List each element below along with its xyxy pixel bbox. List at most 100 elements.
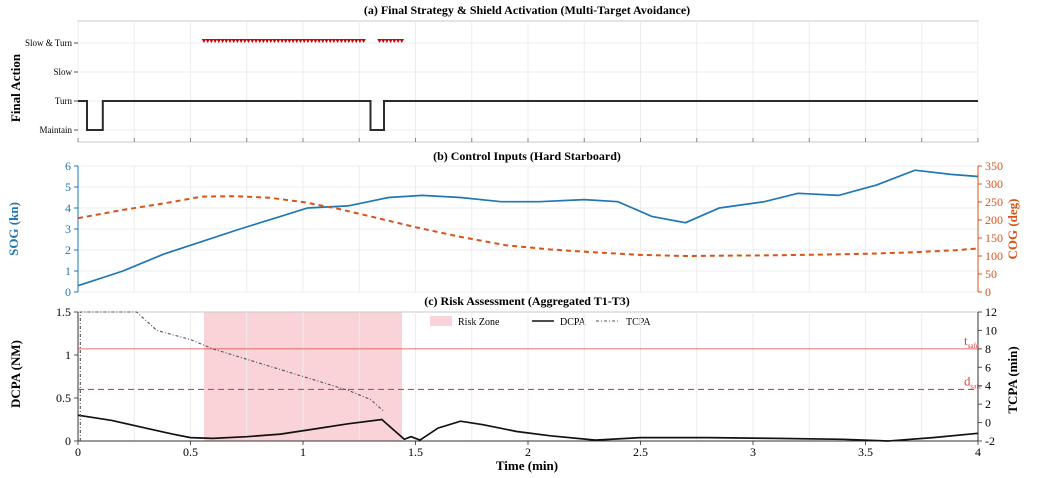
dsafe-label: dsafe: [964, 373, 982, 390]
panel-a-ytick-label: Slow & Turn: [25, 38, 73, 48]
shield-marker: [272, 39, 277, 43]
shield-marker: [231, 39, 236, 43]
shield-marker: [261, 39, 266, 43]
cog-line: [77, 195, 979, 258]
panel-b-left-ytick-label: 1: [65, 264, 71, 278]
panel-c-right-ytick-label: 8: [985, 342, 991, 356]
shield-marker: [253, 39, 259, 43]
panel-a-ytick-label: Slow: [53, 67, 72, 77]
shield-marker: [350, 39, 355, 43]
shield-marker: [283, 39, 288, 43]
panel-c-right-ytick-label: 12: [985, 305, 997, 319]
legend-risk-zone-label: Risk Zone: [458, 317, 500, 328]
shield-marker: [305, 39, 311, 43]
panel-b-right-ytick-label: 350: [985, 159, 1003, 173]
panel-b-right-ytick-label: 200: [985, 213, 1003, 227]
shield-marker: [361, 39, 366, 43]
shield-marker: [201, 39, 207, 43]
panel-c-xtick-label: 0: [75, 445, 81, 459]
tsafe-label: tsafe: [964, 333, 979, 350]
panel-a-title: (a) Final Strategy & Shield Activation (…: [364, 3, 690, 17]
panel-a-ylabel: Final Action: [8, 53, 23, 122]
shield-marker: [313, 39, 318, 43]
panel-b-left-ytick-label: 5: [65, 180, 71, 194]
shield-marker: [324, 39, 329, 43]
shield-marker: [294, 39, 299, 43]
panel-a-action-line: [78, 100, 978, 131]
dcpa-line: [77, 414, 979, 442]
panel-c-left-ytick-label: 0: [65, 434, 71, 448]
panel-c-right-ytick-label: 6: [985, 360, 991, 374]
panel-b-right-ytick-label: 150: [985, 231, 1003, 245]
shield-marker: [335, 39, 340, 43]
panel-b-left-ytick-label: 0: [65, 285, 71, 299]
shield-marker: [381, 39, 386, 43]
panel-b-left-ytick-label: 6: [65, 159, 71, 173]
shield-marker: [216, 39, 221, 43]
shield-marker: [328, 39, 333, 43]
shield-marker: [287, 39, 292, 43]
panel-c-right-ytick-label: 0: [985, 416, 991, 430]
shield-marker: [357, 39, 363, 43]
shield-marker: [250, 39, 255, 43]
shield-marker: [316, 39, 322, 43]
panel-c-left-ytick-label: 1: [65, 348, 71, 362]
panel-a-ytick-label: Maintain: [40, 125, 73, 135]
tcpa-line: [79, 311, 385, 441]
shield-marker: [276, 39, 281, 43]
panel-c: (c) Risk Assessment (Aggregated T1-T3) D…: [8, 294, 1020, 473]
panel-c-xtick-label: 3: [750, 445, 756, 459]
panel-c-xtick-label: 1: [300, 445, 306, 459]
shield-marker: [290, 39, 296, 43]
shield-marker: [309, 39, 314, 43]
panel-b-right-ytick-label: 50: [985, 267, 997, 281]
shield-marker: [220, 39, 225, 43]
sog-line: [77, 169, 979, 287]
panel-c-left-ylabel: DCPA (NM): [8, 340, 23, 408]
panel-c-left-ytick-label: 0.5: [56, 391, 71, 405]
panel-b-right-ytick-label: 300: [985, 177, 1003, 191]
shield-marker: [339, 39, 344, 43]
panel-c-xtick-label: 3.5: [858, 445, 873, 459]
shield-marker: [388, 39, 393, 43]
panel-b-right-ytick-label: 0: [985, 285, 991, 299]
panel-b-right-ylabel: COG (deg): [1005, 198, 1020, 259]
shield-marker: [227, 39, 233, 43]
shield-marker: [279, 39, 285, 43]
panel-c-title: (c) Risk Assessment (Aggregated T1-T3): [424, 294, 630, 308]
shield-marker: [395, 39, 401, 43]
panel-b-left-ytick-label: 3: [65, 222, 71, 236]
shield-marker: [242, 39, 247, 43]
panel-c-xtick-label: 4: [975, 445, 981, 459]
panel-b: (b) Control Inputs (Hard Starboard) SOG …: [6, 149, 1020, 299]
shield-marker: [302, 39, 307, 43]
legend-tcpa-label: TCPA: [626, 317, 651, 328]
shield-marker: [377, 39, 382, 43]
panel-c-right-ylabel: TCPA (min): [1005, 346, 1020, 413]
panel-a-ytick-label: Turn: [55, 96, 73, 106]
shield-marker: [257, 39, 262, 43]
panel-c-right-ytick-label: 2: [985, 397, 991, 411]
panel-c-xlabel: Time (min): [496, 458, 558, 473]
shield-marker: [209, 39, 214, 43]
shield-marker: [246, 39, 251, 43]
panel-c-left-ytick-label: 1.5: [56, 305, 71, 319]
shield-marker: [346, 39, 351, 43]
panel-b-left-ytick-label: 2: [65, 243, 71, 257]
panel-b-right-ytick-label: 100: [985, 249, 1003, 263]
panel-b-left-ytick-label: 4: [65, 201, 71, 215]
shield-marker: [268, 39, 273, 43]
legend-dcpa-label: DCPA: [560, 317, 587, 328]
shield-marker: [224, 39, 229, 43]
shield-marker: [342, 39, 348, 43]
shield-marker: [384, 39, 390, 43]
legend: Risk Zone DCPA TCPA: [430, 316, 651, 328]
panel-c-xtick-label: 2: [525, 445, 531, 459]
shield-marker: [238, 39, 244, 43]
panel-a: (a) Final Strategy & Shield Activation (…: [8, 3, 979, 143]
shield-marker: [320, 39, 325, 43]
panel-c-xtick-label: 2.5: [633, 445, 648, 459]
legend-risk-zone-swatch: [430, 316, 452, 326]
shield-marker: [205, 39, 210, 43]
